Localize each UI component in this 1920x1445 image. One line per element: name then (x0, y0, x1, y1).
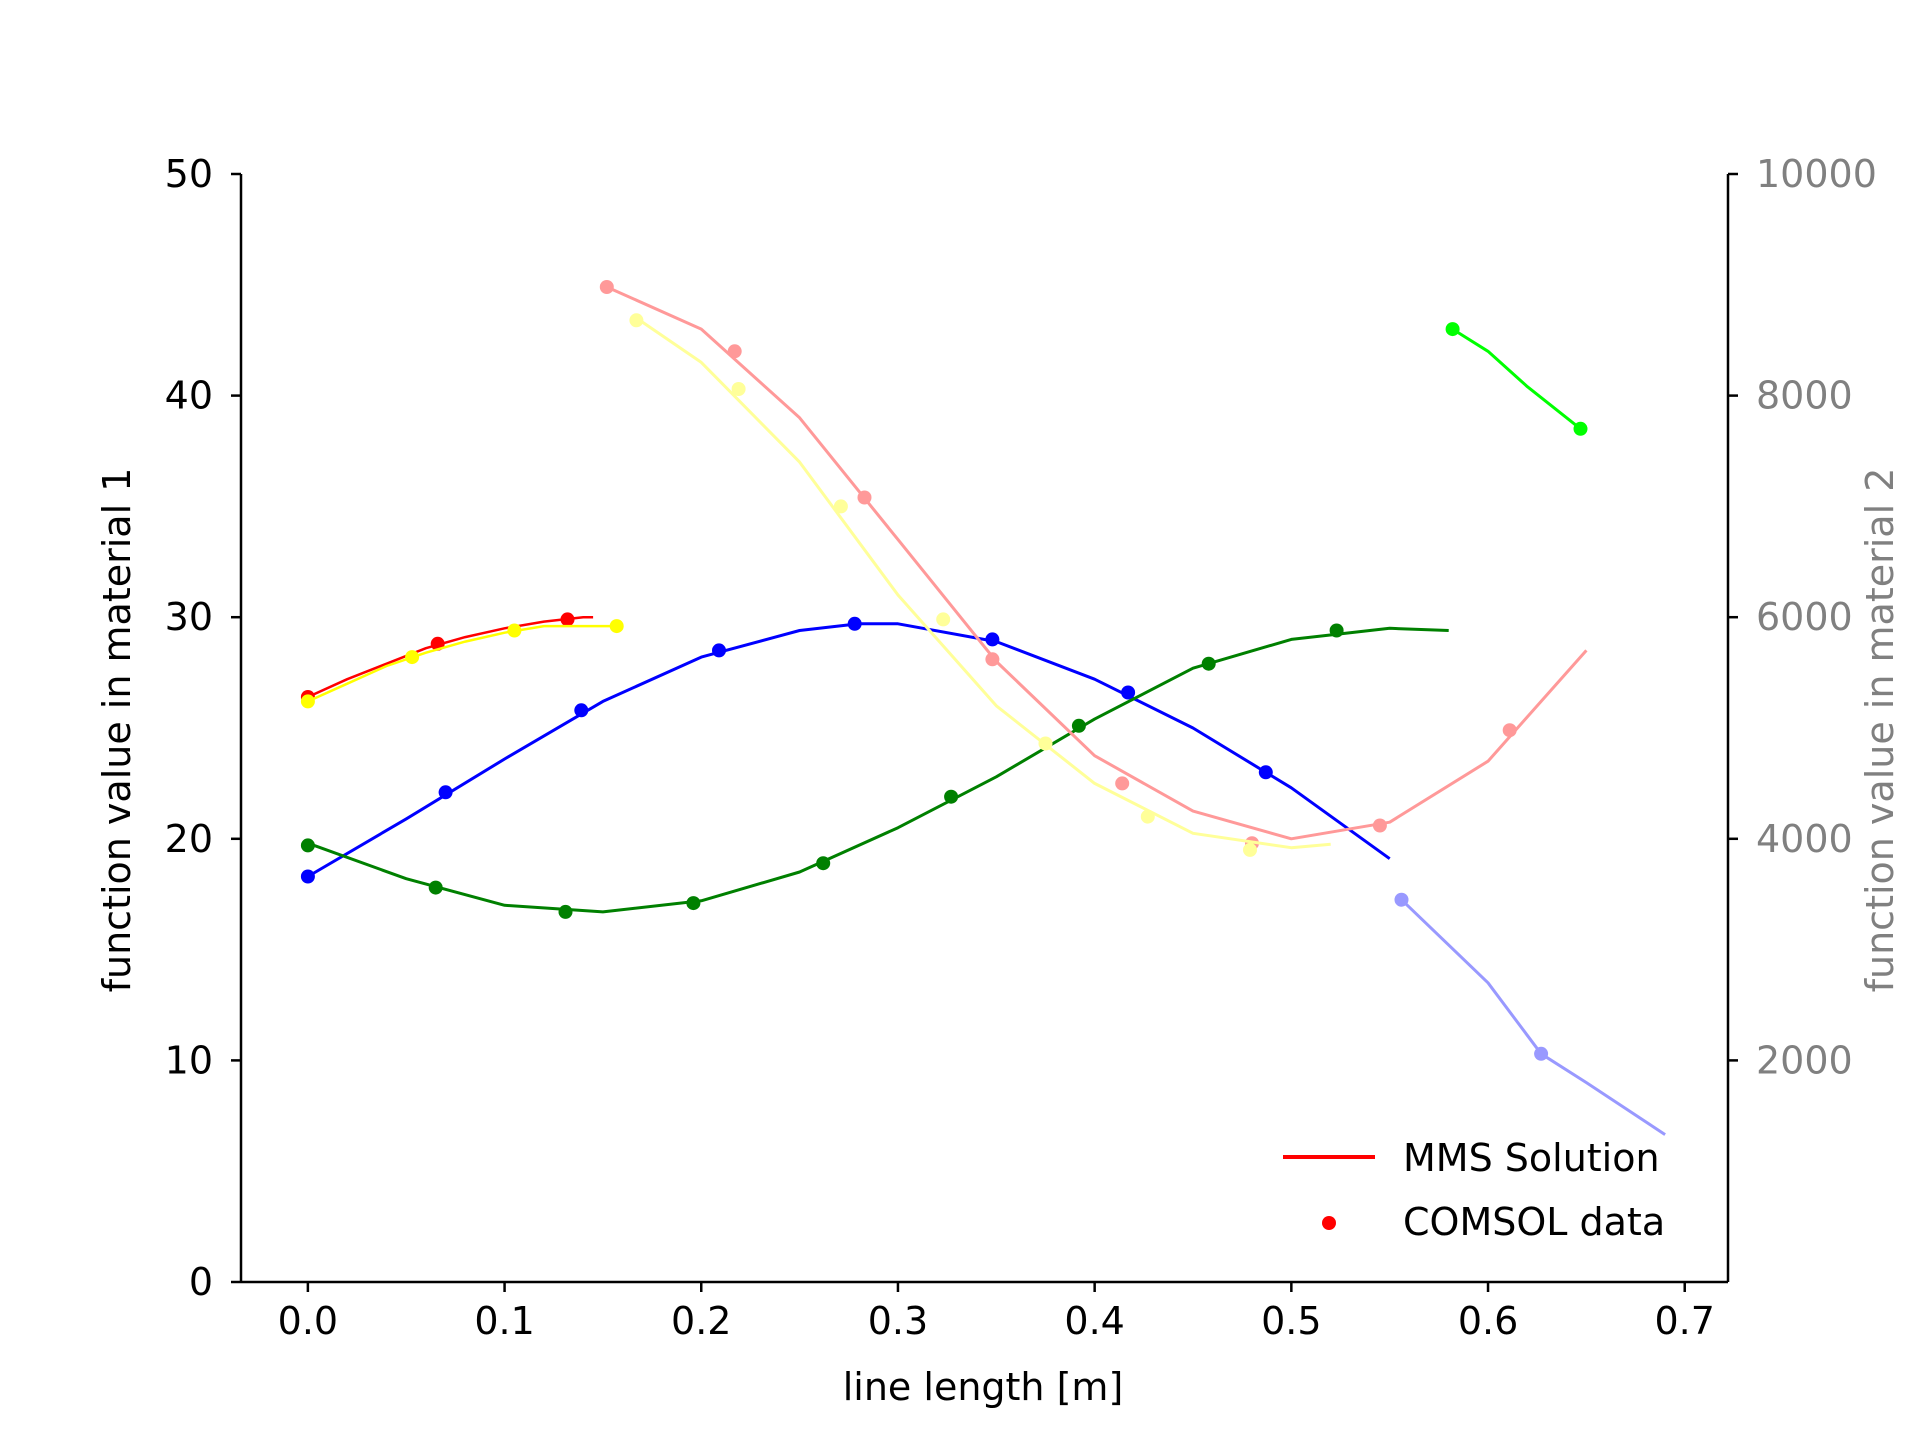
y-tick-label: 20 (165, 817, 213, 861)
data-point (560, 612, 575, 627)
data-point (712, 643, 726, 658)
data-point (1258, 765, 1273, 780)
series-1 (300, 619, 624, 709)
axes-layer (239, 174, 1730, 1284)
y-right-tick-label: 8000 (1756, 374, 1853, 418)
y-ticks-left: 0 10 20 30 40 50 (165, 152, 241, 1304)
data-point (731, 382, 746, 396)
data-point (985, 632, 1000, 647)
data-point (1372, 818, 1387, 833)
series-7 (1394, 892, 1666, 1136)
data-point (558, 904, 573, 919)
data-point (629, 313, 644, 328)
data-point (599, 280, 614, 294)
data-point (944, 789, 959, 804)
x-tick-label: 0.4 (1064, 1299, 1124, 1343)
y-axis-label-right: function value in material 2 (1858, 468, 1902, 993)
data-point (300, 869, 315, 884)
data-point (300, 838, 315, 853)
x-tick-label: 0.7 (1655, 1299, 1715, 1343)
data-point (857, 490, 872, 505)
y-tick-label: 0 (189, 1260, 213, 1304)
data-point (1071, 718, 1086, 733)
y-tick-label: 10 (165, 1038, 213, 1082)
series-line (307, 624, 623, 703)
data-point (1329, 623, 1344, 638)
x-ticks: 0.0 0.1 0.2 0.3 0.4 0.5 0.6 0.7 (278, 1282, 1715, 1343)
data-point (1115, 776, 1130, 791)
data-point (1038, 736, 1053, 751)
series-5 (629, 313, 1331, 857)
series-2 (300, 616, 1391, 884)
y-tick-label: 40 (165, 374, 213, 418)
data-point (833, 499, 848, 514)
data-point (1445, 322, 1460, 337)
x-tick-label: 0.1 (474, 1299, 534, 1343)
legend: MMS Solution COMSOL data (1283, 1136, 1665, 1244)
x-axis-label: line length [m] (843, 1365, 1124, 1409)
data-point (574, 703, 589, 718)
data-point (438, 785, 453, 800)
series-layer (300, 280, 1666, 1136)
data-point (686, 896, 701, 911)
data-point (985, 652, 1000, 667)
y-right-tick-label: 10000 (1756, 152, 1877, 196)
y-ticks-right: 2000 4000 6000 8000 10000 (1728, 152, 1877, 1082)
series-3 (300, 623, 1449, 919)
series-6 (1445, 322, 1588, 436)
series-line (606, 285, 1588, 841)
x-tick-label: 0.6 (1458, 1299, 1518, 1343)
data-point (936, 612, 951, 627)
legend-label-comsol: COMSOL data (1403, 1200, 1665, 1244)
data-point (816, 856, 831, 871)
x-tick-label: 0.2 (671, 1299, 731, 1343)
data-point (1394, 892, 1409, 907)
legend-label-mms: MMS Solution (1403, 1136, 1660, 1180)
legend-dot-swatch (1322, 1216, 1336, 1230)
data-point (1243, 842, 1257, 857)
data-point (609, 619, 624, 634)
data-point (1140, 809, 1155, 824)
y-axis-label-left: function value in material 1 (95, 468, 139, 993)
data-point (1573, 421, 1588, 436)
x-tick-label: 0.3 (868, 1299, 928, 1343)
series-line (307, 626, 1449, 914)
x-tick-label: 0.0 (278, 1299, 338, 1343)
y-right-tick-label: 2000 (1756, 1038, 1853, 1082)
y-right-tick-label: 4000 (1756, 817, 1853, 861)
data-point (1201, 656, 1216, 671)
x-tick-label: 0.5 (1261, 1299, 1321, 1343)
data-point (847, 616, 862, 631)
data-point (405, 650, 420, 665)
y-tick-label: 30 (165, 595, 213, 639)
data-point (1121, 685, 1136, 700)
y-tick-label: 50 (165, 152, 213, 196)
y-right-tick-label: 6000 (1756, 595, 1853, 639)
data-point (507, 623, 522, 638)
series-line (1451, 327, 1582, 430)
series-4 (599, 280, 1588, 851)
series-line (635, 316, 1331, 850)
data-point (727, 344, 742, 359)
data-point (1502, 723, 1517, 738)
data-point (428, 880, 443, 895)
data-point (1534, 1046, 1549, 1061)
series-line (1400, 898, 1666, 1136)
series-line (307, 615, 594, 699)
data-point (300, 694, 315, 709)
